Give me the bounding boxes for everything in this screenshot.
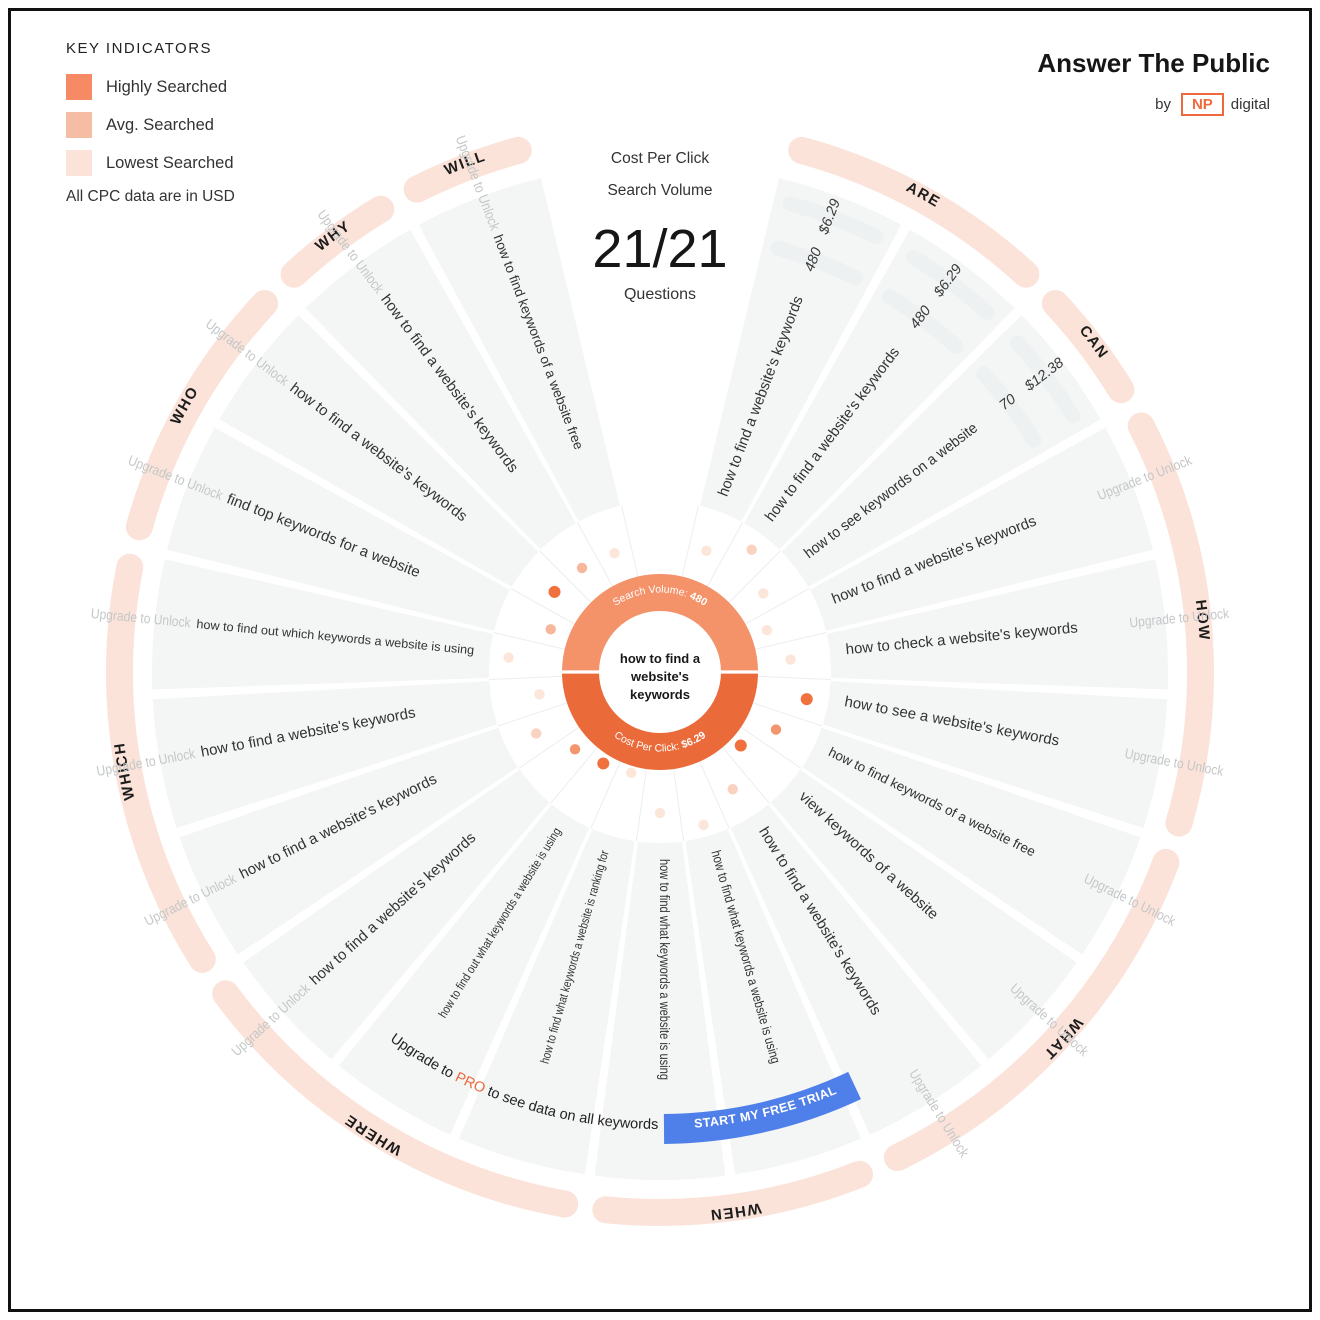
svg-text:website's: website's bbox=[630, 669, 689, 684]
svg-text:how to find a: how to find a bbox=[620, 651, 701, 666]
svg-text:keywords: keywords bbox=[630, 687, 690, 702]
svg-text:how to find what keywords a we: how to find what keywords a website is u… bbox=[657, 859, 672, 1080]
